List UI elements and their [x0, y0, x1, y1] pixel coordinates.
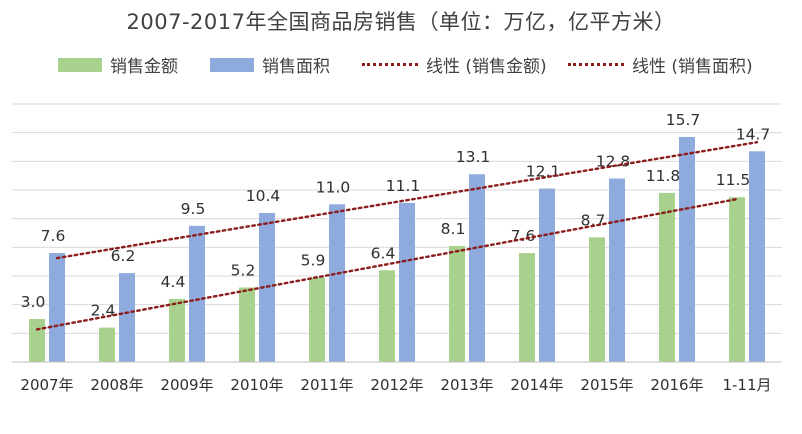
data-label-sales-area: 14.7 [736, 125, 771, 143]
x-tick-label: 2010年 [230, 376, 283, 394]
x-tick-label: 2013年 [440, 376, 493, 394]
data-label-sales-amount: 3.0 [21, 293, 46, 311]
x-tick-label: 2012年 [370, 376, 423, 394]
data-label-sales-amount: 11.8 [646, 167, 681, 185]
data-label-sales-amount: 6.4 [371, 244, 396, 262]
bar-sales-area [119, 273, 135, 362]
legend-item-trend-area: 线性 (销售面积) [568, 52, 753, 77]
bar-sales-area [189, 225, 205, 362]
legend-label-trend-amount: 线性 (销售金额) [426, 57, 547, 77]
bar-sales-amount [659, 192, 675, 362]
bar-sales-area [329, 204, 345, 362]
legend-swatch-sales-area [210, 57, 254, 72]
x-tick-label: 2007年 [20, 376, 73, 394]
bar-sales-area [609, 178, 625, 362]
data-label-sales-area: 9.5 [181, 200, 206, 218]
legend-label-sales-amount: 销售金额 [110, 57, 178, 77]
data-label-sales-amount: 8.1 [441, 220, 466, 238]
bar-sales-amount [449, 245, 465, 362]
legend-swatch-sales-amount [58, 57, 102, 72]
bar-sales-amount [169, 298, 185, 362]
bar-sales-amount [589, 237, 605, 362]
bar-sales-amount [379, 270, 395, 362]
legend-line-trend-area [568, 63, 624, 66]
data-label-sales-area: 13.1 [456, 148, 491, 166]
bar-sales-area [679, 136, 695, 362]
legend-item-sales-area: 销售面积 [210, 52, 330, 77]
trendline-sales-area [55, 141, 759, 260]
bar-sales-amount [729, 197, 745, 362]
data-label-sales-amount: 7.6 [511, 227, 536, 245]
legend: 销售金额 销售面积 线性 (销售金额) 线性 (销售面积) [0, 52, 802, 78]
x-tick-label: 2011年 [300, 376, 353, 394]
x-tick-label: 2014年 [510, 376, 563, 394]
data-label-sales-area: 12.8 [596, 153, 631, 171]
data-label-sales-area: 11.0 [316, 178, 351, 196]
bar-sales-amount [519, 253, 535, 362]
bar-sales-area [539, 188, 555, 362]
bar-sales-amount [239, 287, 255, 362]
x-tick-label: 2009年 [160, 376, 213, 394]
bar-sales-amount [309, 277, 325, 362]
data-label-sales-amount: 5.9 [301, 251, 326, 269]
bar-sales-amount [29, 319, 45, 362]
data-label-sales-area: 10.4 [246, 187, 281, 205]
bar-sales-amount [99, 327, 115, 362]
bar-sales-area [49, 253, 65, 362]
data-label-sales-amount: 4.4 [161, 273, 186, 291]
x-tick-label: 2008年 [90, 376, 143, 394]
bar-sales-area [469, 174, 485, 362]
chart-title: 2007-2017年全国商品房销售（单位：万亿，亿平方米） [126, 10, 676, 34]
legend-label-sales-area: 销售面积 [262, 57, 330, 77]
bar-sales-area [749, 151, 765, 362]
trendline-sales-amount [35, 197, 739, 331]
data-label-sales-area: 7.6 [41, 227, 66, 245]
x-tick-label: 2015年 [580, 376, 633, 394]
legend-line-trend-amount [362, 63, 418, 66]
data-label-sales-area: 15.7 [666, 111, 701, 129]
data-label-sales-area: 6.2 [111, 247, 136, 265]
data-label-sales-amount: 11.5 [716, 171, 751, 189]
x-tick-label: 2016年 [650, 376, 703, 394]
data-label-sales-area: 11.1 [386, 177, 421, 195]
x-tick-label: 1-11月 [722, 376, 771, 394]
data-label-sales-amount: 5.2 [231, 261, 256, 279]
legend-label-trend-area: 线性 (销售面积) [632, 57, 753, 77]
legend-item-sales-amount: 销售金额 [58, 52, 178, 77]
legend-item-trend-amount: 线性 (销售金额) [362, 52, 547, 77]
bar-sales-area [399, 202, 415, 362]
